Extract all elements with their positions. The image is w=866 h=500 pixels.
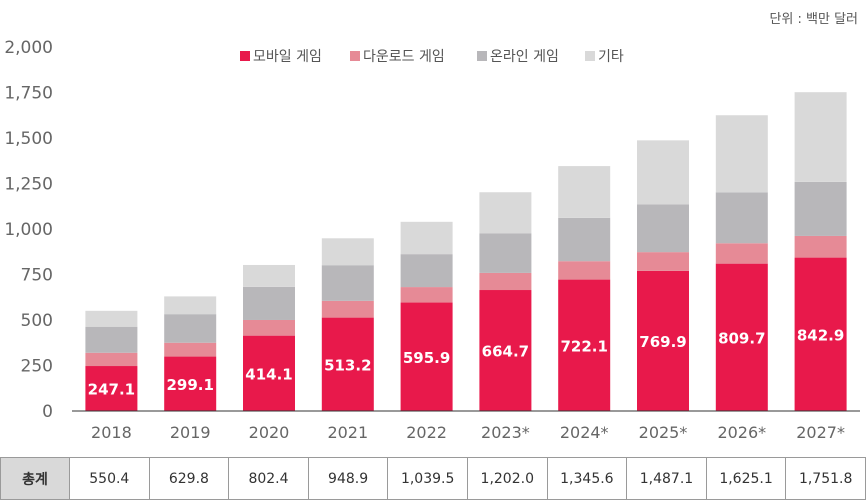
bar-segment-2 bbox=[637, 252, 689, 271]
x-tick-label: 2025* bbox=[639, 423, 688, 442]
bar-segment-3 bbox=[164, 314, 217, 343]
x-tick-label: 2018 bbox=[91, 423, 132, 442]
data-label: 769.9 bbox=[639, 333, 686, 351]
bar-segment-1 bbox=[637, 270, 689, 411]
bar-segment-3 bbox=[400, 254, 453, 288]
data-label: 809.7 bbox=[718, 329, 765, 347]
totals-table: 총계 550.4 629.8 802.4 948.9 1,039.5 1,202.0 1,3… bbox=[0, 457, 866, 500]
data-label: 722.1 bbox=[560, 337, 607, 355]
bar-segment-4 bbox=[794, 92, 847, 182]
total-cell: 1,487.1 bbox=[626, 457, 707, 500]
y-tick-label: 500 bbox=[21, 311, 53, 331]
total-cell: 550.4 bbox=[69, 457, 150, 500]
bar-segment-1 bbox=[400, 302, 453, 411]
legend-swatch bbox=[477, 51, 487, 61]
y-tick-label: 2,000 bbox=[4, 38, 53, 58]
bar-segment-3 bbox=[479, 233, 532, 273]
legend-swatch bbox=[240, 51, 250, 61]
total-cell: 629.8 bbox=[148, 457, 230, 500]
legend-label: 기타 bbox=[598, 49, 624, 65]
bar-segment-2 bbox=[479, 272, 532, 291]
total-cell: 1,345.6 bbox=[546, 457, 628, 500]
legend-label: 온라인 게임 bbox=[490, 49, 559, 65]
bar-segment-3 bbox=[637, 204, 689, 253]
data-label: 299.1 bbox=[166, 376, 213, 394]
bar-segment-1 bbox=[85, 366, 138, 411]
unit-label: 단위 : 백만 달러 bbox=[769, 12, 858, 27]
data-label: 247.1 bbox=[88, 381, 135, 399]
total-cell: 802.4 bbox=[228, 457, 309, 500]
bar-segment-1 bbox=[794, 257, 847, 411]
x-tick-label: 2023* bbox=[481, 423, 530, 442]
bar-segment-4 bbox=[243, 264, 295, 287]
y-tick-label: 750 bbox=[21, 266, 53, 286]
x-tick-label: 2021 bbox=[327, 423, 368, 442]
stacked-bar-chart: 0 250 500 750 1,000 1,250 1,500 1,750 2,000 247.1… bbox=[4, 38, 860, 442]
bar-segment-3 bbox=[558, 217, 611, 262]
bar-segment-2 bbox=[164, 342, 217, 357]
bar-segment-2 bbox=[400, 287, 453, 303]
bar-segment-3 bbox=[321, 265, 374, 301]
data-label: 664.7 bbox=[482, 343, 529, 361]
bar-segment-3 bbox=[715, 192, 768, 244]
y-tick-label: 1,750 bbox=[4, 84, 53, 104]
x-tick-label: 2024* bbox=[560, 423, 609, 442]
bar-segment-2 bbox=[558, 261, 611, 280]
bar-segment-3 bbox=[243, 286, 295, 320]
legend-swatch bbox=[350, 51, 360, 61]
legend-swatch bbox=[585, 51, 595, 61]
totals-row: 총계 550.4 629.8 802.4 948.9 1,039.5 1,202.0 1,3… bbox=[0, 457, 866, 500]
x-tick-label: 2020 bbox=[249, 423, 290, 442]
bar-segment-4 bbox=[321, 238, 374, 266]
bar-segment-1 bbox=[715, 263, 768, 411]
y-tick-label: 1,000 bbox=[4, 220, 53, 240]
bar-segment-1 bbox=[164, 356, 217, 411]
bar-segment-4 bbox=[479, 192, 532, 234]
y-tick-label: 1,250 bbox=[4, 175, 53, 195]
data-label: 414.1 bbox=[245, 365, 292, 383]
bar-segment-2 bbox=[794, 235, 847, 258]
data-label: 513.2 bbox=[324, 356, 371, 374]
data-label: 595.9 bbox=[403, 349, 450, 367]
bar-segment-4 bbox=[400, 221, 453, 255]
bar-segment-4 bbox=[558, 166, 611, 218]
bar-segment-4 bbox=[164, 296, 217, 315]
totals-header: 총계 bbox=[0, 457, 70, 500]
x-tick-label: 2027* bbox=[796, 423, 845, 442]
x-tick-label: 2026* bbox=[717, 423, 766, 442]
bar-segment-1 bbox=[558, 279, 611, 411]
x-tick-label: 2019 bbox=[170, 423, 211, 442]
total-cell: 1,202.0 bbox=[466, 457, 548, 500]
y-tick-label: 1,500 bbox=[4, 129, 53, 149]
legend-label: 모바일 게임 bbox=[253, 49, 322, 65]
bar-segment-2 bbox=[85, 352, 138, 367]
bar-segment-3 bbox=[85, 326, 138, 353]
legend-label: 다운로드 게임 bbox=[363, 49, 445, 65]
total-cell: 1,039.5 bbox=[387, 457, 468, 500]
bar-segment-2 bbox=[715, 243, 768, 264]
data-label: 842.9 bbox=[797, 326, 844, 344]
bar-segment-4 bbox=[715, 115, 768, 193]
bar-segment-2 bbox=[243, 319, 295, 336]
bar-segment-2 bbox=[321, 300, 374, 318]
bar-segment-3 bbox=[794, 181, 847, 236]
bar-segment-1 bbox=[479, 290, 532, 411]
y-tick-label: 250 bbox=[21, 357, 53, 377]
bar-segment-4 bbox=[637, 140, 689, 205]
bar-segment-1 bbox=[243, 335, 295, 411]
total-cell: 1,625.1 bbox=[705, 457, 787, 500]
y-tick-label: 0 bbox=[42, 402, 53, 422]
bar-segment-4 bbox=[85, 310, 138, 327]
bar-segment-1 bbox=[321, 317, 374, 411]
total-cell: 1,751.8 bbox=[785, 457, 866, 500]
total-cell: 948.9 bbox=[307, 457, 389, 500]
x-tick-label: 2022 bbox=[406, 423, 447, 442]
